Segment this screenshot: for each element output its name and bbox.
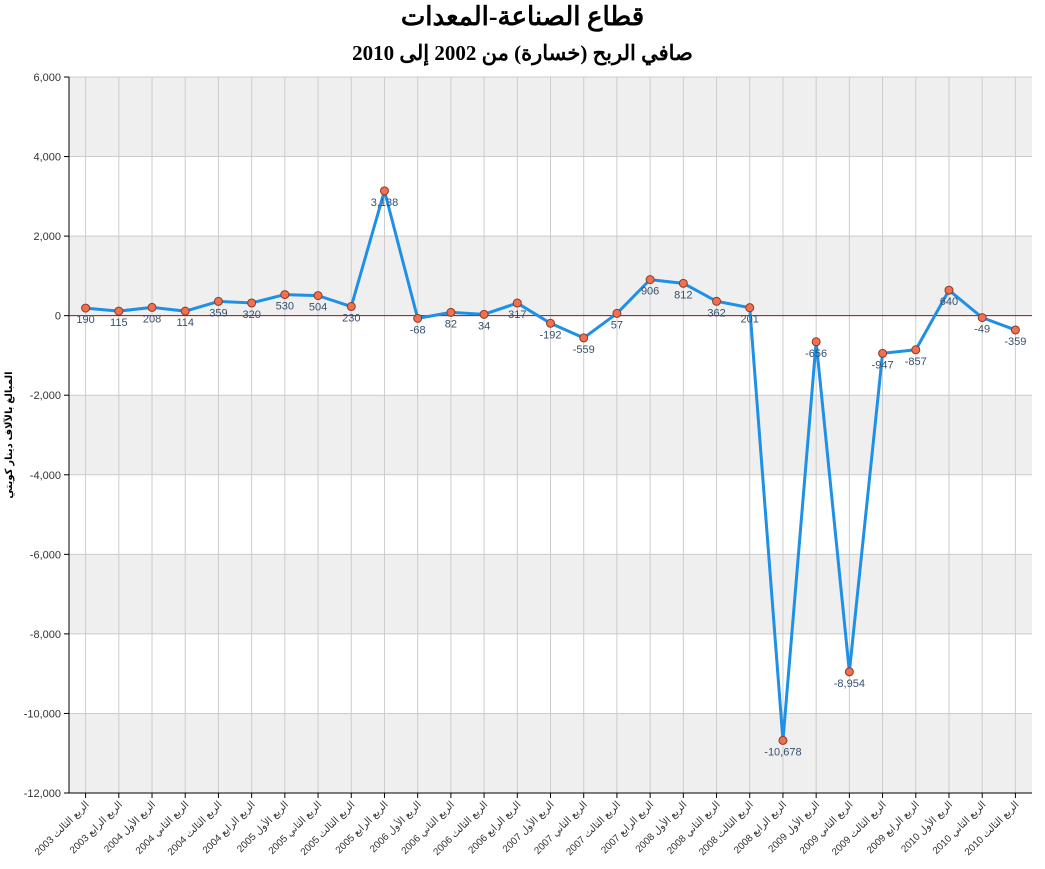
chart-title: قطاع الصناعة-المعدات: [400, 2, 645, 31]
data-label: 3,138: [371, 197, 399, 209]
data-point: [678, 278, 688, 288]
data-label: 82: [445, 318, 457, 330]
data-point: [147, 302, 157, 312]
data-point: [811, 337, 821, 347]
data-label: -857: [905, 356, 927, 368]
data-label: 320: [242, 309, 260, 321]
data-label: -656: [805, 348, 827, 360]
data-label: 115: [110, 317, 128, 329]
data-point: [645, 275, 655, 285]
data-label: 34: [478, 320, 490, 332]
data-point: [346, 302, 356, 312]
y-tick-label: -6,000: [30, 549, 61, 561]
data-label: 530: [276, 301, 294, 313]
data-point: [546, 318, 555, 328]
data-label: 230: [342, 313, 360, 325]
y-tick-label: 4,000: [33, 152, 61, 164]
data-point: [313, 291, 323, 301]
data-point: [977, 313, 987, 323]
data-label: -559: [573, 344, 595, 356]
data-point: [944, 285, 954, 295]
y-tick-label: -12,000: [24, 788, 61, 800]
data-point: [878, 348, 888, 358]
data-label: 359: [209, 307, 227, 319]
data-point: [778, 735, 788, 745]
data-label: -10,678: [764, 746, 801, 758]
y-tick-label: 6,000: [33, 72, 61, 84]
data-point: [579, 333, 589, 343]
data-label: 201: [741, 314, 759, 326]
data-label: -192: [539, 329, 561, 341]
y-tick-label: -4,000: [30, 470, 61, 482]
data-label: 812: [674, 289, 692, 301]
data-point: [413, 313, 423, 323]
data-labels: 190 115 208 114 359 320 530 504 230 3,138 -68 82 34 3…: [76, 197, 1026, 759]
data-label: 114: [176, 317, 194, 329]
axes: [64, 76, 1032, 798]
y-tick-label: 0: [55, 311, 61, 323]
data-point: [379, 186, 389, 196]
data-label: -68: [410, 324, 426, 336]
data-point: [911, 345, 921, 355]
data-label: 906: [641, 286, 659, 298]
data-label: 208: [143, 313, 161, 325]
data-point: [247, 298, 257, 308]
data-point: [844, 667, 854, 677]
x-tick-label: الربع الثالث 2003: [33, 799, 92, 858]
data-label: 640: [940, 296, 958, 308]
data-point: [446, 307, 456, 317]
data-label: 504: [309, 302, 327, 314]
data-point: [114, 306, 124, 316]
data-point: [479, 309, 489, 319]
data-point: [612, 308, 622, 318]
y-tick-label: 2,000: [33, 231, 61, 243]
data-point: [745, 303, 755, 313]
data-point: [1010, 325, 1020, 335]
data-point: [280, 290, 290, 300]
markers: [81, 186, 1020, 745]
data-label: 57: [611, 319, 623, 331]
data-point: [712, 296, 722, 306]
data-label: 317: [508, 309, 526, 321]
y-tick-labels: 6,000 4,000 2,000 0 -2,000 -4,000 -6,000 -8,000…: [24, 72, 61, 800]
data-label: -49: [974, 324, 990, 336]
vertical-gridlines: [85, 77, 1016, 793]
data-label: -8,954: [834, 678, 865, 690]
y-axis-title: المبالغ بالآلاف دينار كويتي: [3, 371, 15, 498]
y-tick-label: -8,000: [30, 629, 61, 641]
y-tick-label: -2,000: [30, 390, 61, 402]
y-tick-label: -10,000: [24, 708, 61, 720]
data-label: 362: [707, 307, 725, 319]
data-point: [81, 303, 91, 313]
data-point: [180, 306, 190, 316]
data-point: [213, 296, 223, 306]
chart-subtitle: صافي الربح (خسارة) من 2002 إلى 2010: [352, 41, 693, 65]
data-label: -359: [1004, 336, 1026, 348]
data-label: 190: [76, 314, 94, 326]
data-point: [512, 298, 522, 308]
data-label: -947: [872, 359, 894, 371]
